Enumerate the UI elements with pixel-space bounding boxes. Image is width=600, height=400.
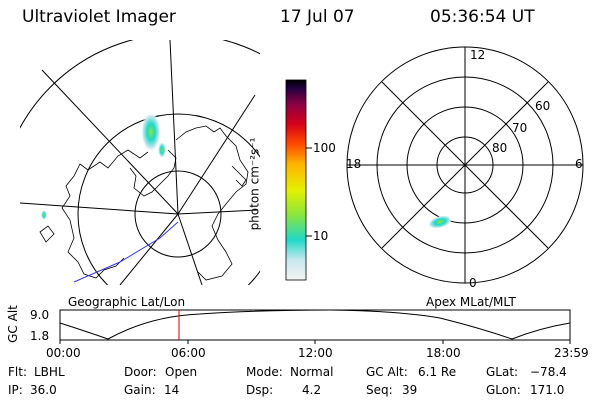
aurora-blob bbox=[141, 112, 161, 152]
coastline-outline bbox=[175, 125, 249, 281]
ip-value: 36.0 bbox=[30, 383, 57, 397]
mode-value: Normal bbox=[290, 365, 334, 379]
gain-value: 14 bbox=[164, 383, 180, 397]
x-tick-label: 23:59 bbox=[554, 346, 589, 360]
door-value: Open bbox=[165, 365, 198, 379]
mlt-label-right: 6 bbox=[575, 157, 583, 171]
coastline-outline bbox=[231, 165, 247, 187]
meridian-line bbox=[177, 94, 256, 215]
coastline-outline bbox=[129, 149, 177, 197]
mlat-circle-80 bbox=[436, 136, 494, 194]
flt-key: Flt: bbox=[8, 365, 27, 379]
coastline-outline bbox=[39, 225, 55, 243]
x-tick-label: 00:00 bbox=[46, 346, 81, 360]
colorbar-gradient bbox=[285, 79, 307, 281]
flt-value: LBHL bbox=[34, 365, 65, 379]
gc-alt-value: 6.1 Re bbox=[418, 365, 457, 379]
aurora-blob bbox=[41, 210, 47, 220]
y-axis-label: GC Alt bbox=[5, 305, 20, 343]
x-tick-label: 12:00 bbox=[298, 346, 333, 360]
meridian-line bbox=[119, 213, 179, 285]
mode-key: Mode: bbox=[246, 365, 283, 379]
mlat-label: 60 bbox=[535, 99, 551, 113]
seq-key: Seq: bbox=[366, 383, 393, 397]
colorbar-tick-label: 10 bbox=[313, 229, 329, 243]
mlt-line bbox=[381, 81, 549, 249]
mlat-label: 80 bbox=[492, 141, 508, 155]
lat-circle-outer bbox=[20, 40, 260, 129]
mlt-label-top: 12 bbox=[470, 48, 486, 62]
x-tick-label: 06:00 bbox=[171, 346, 206, 360]
date-label: 17 Jul 07 bbox=[280, 7, 355, 27]
glat-key: GLat: bbox=[486, 365, 519, 379]
aurora-blob bbox=[158, 142, 166, 158]
meridian-line bbox=[41, 69, 179, 215]
mlat-circle-60 bbox=[376, 76, 554, 254]
colorbar-tick-label: 100 bbox=[313, 141, 336, 155]
gain-key: Gain: bbox=[124, 383, 156, 397]
ip-key: IP: bbox=[8, 383, 23, 397]
seq-value: 39 bbox=[402, 383, 418, 397]
y-tick-label: 9.0 bbox=[30, 308, 50, 322]
meridian-line bbox=[169, 40, 179, 215]
glat-value: −78.4 bbox=[530, 365, 567, 379]
altitude-curve bbox=[59, 309, 571, 340]
gc-alt-key: GC Alt: bbox=[366, 365, 408, 379]
x-tick-label: 18:00 bbox=[426, 346, 461, 360]
coastline-outline bbox=[61, 149, 149, 279]
left-map-caption: Geographic Lat/Lon bbox=[68, 295, 186, 309]
aurora-blob bbox=[428, 215, 452, 229]
meridian-line bbox=[177, 209, 259, 215]
mlat-label: 70 bbox=[512, 121, 528, 135]
meridian-line bbox=[177, 213, 203, 285]
glon-value: 171.0 bbox=[530, 383, 565, 397]
y-tick-label: 1.8 bbox=[30, 329, 50, 343]
mlt-label-bottom: 0 bbox=[469, 276, 477, 290]
plot-frame bbox=[59, 309, 571, 341]
mlt-line bbox=[381, 81, 549, 249]
meridian-line bbox=[20, 202, 179, 215]
dsp-value: 4.2 bbox=[302, 383, 322, 397]
door-key: Door: bbox=[124, 365, 157, 379]
mlat-circle-outer bbox=[346, 46, 584, 284]
lat-circle-inner bbox=[134, 170, 222, 258]
time-label: 05:36:54 UT bbox=[430, 7, 535, 27]
colorbar-unit-label: photon cm⁻²s⁻¹ bbox=[247, 137, 262, 231]
mlat-circle-70 bbox=[406, 106, 524, 224]
glon-key: GLon: bbox=[486, 383, 521, 397]
app-title: Ultraviolet Imager bbox=[22, 7, 176, 27]
satellite-track bbox=[73, 221, 179, 283]
right-map-caption: Apex MLat/MLT bbox=[426, 295, 516, 309]
dsp-key: Dsp: bbox=[246, 383, 274, 397]
mlt-label-left: 18 bbox=[346, 157, 362, 171]
